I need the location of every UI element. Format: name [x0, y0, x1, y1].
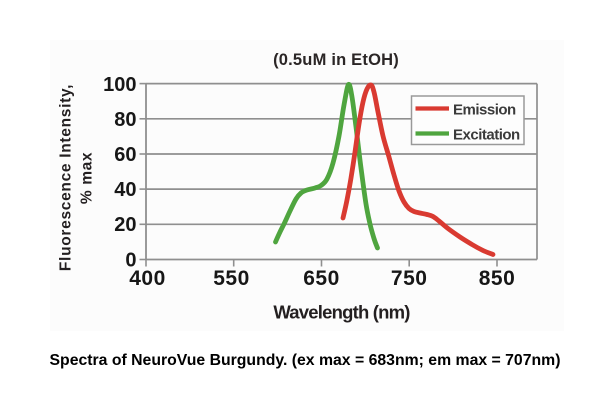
- svg-text:0: 0: [125, 250, 136, 272]
- svg-text:80: 80: [114, 109, 136, 131]
- svg-text:% max: % max: [79, 152, 96, 204]
- svg-text:Wavelength (nm): Wavelength (nm): [273, 302, 410, 323]
- svg-text:750: 750: [391, 267, 428, 290]
- svg-text:100: 100: [103, 74, 136, 96]
- svg-text:Spectra of NeuroVue Burgundy.: Spectra of NeuroVue Burgundy. (ex max = …: [50, 352, 561, 369]
- svg-text:Excitation: Excitation: [453, 127, 520, 144]
- svg-text:Fluorescence Intensity,: Fluorescence Intensity,: [58, 84, 75, 271]
- svg-text:650: 650: [303, 267, 340, 290]
- svg-text:400: 400: [129, 267, 166, 290]
- svg-text:60: 60: [114, 144, 136, 166]
- svg-text:(0.5uM in EtOH): (0.5uM in EtOH): [273, 51, 399, 69]
- svg-text:40: 40: [114, 179, 136, 201]
- svg-text:850: 850: [479, 267, 516, 290]
- svg-text:Emission: Emission: [453, 102, 516, 119]
- svg-text:20: 20: [114, 214, 136, 236]
- svg-text:550: 550: [213, 267, 250, 290]
